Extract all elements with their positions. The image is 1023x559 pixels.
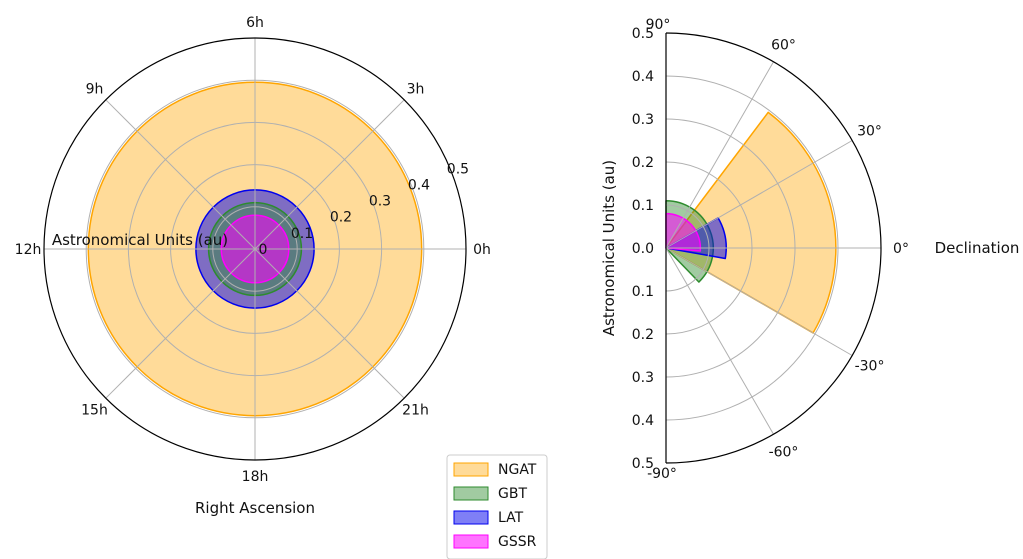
dec-axis-label: Declination	[935, 239, 1020, 257]
dec-sector-ngat	[665, 111, 837, 334]
dec-radial-tick: 0.5	[632, 456, 654, 472]
dec-angle-tick-90: -90°	[647, 466, 677, 482]
ra-angle-tick-3h: 3h	[407, 81, 425, 97]
dec-angle-tick-30: -30°	[855, 359, 885, 375]
dec-angle-tick-60: -60°	[769, 445, 799, 461]
legend-label-gssr: GSSR	[498, 534, 537, 550]
dec-radial-axis-label: Astronomical Units (au)	[600, 160, 618, 336]
ra-radial-axis-label: Astronomical Units (au)	[52, 231, 228, 249]
dec-angle-tick-30: 30°	[857, 124, 882, 140]
dec-outer-arc	[665, 32, 882, 464]
dec-grid-spoke	[665, 247, 774, 435]
ra-radial-tick: 0.1	[291, 226, 313, 242]
dec-radial-tick: 0.4	[632, 413, 654, 429]
legend-label-gbt: GBT	[498, 486, 527, 502]
dec-radial-tick: 0.4	[632, 69, 654, 85]
ra-grid-spoke	[105, 248, 256, 399]
ra-radial-tick: 0.3	[369, 194, 391, 210]
ra-radial-tick: 0.2	[330, 210, 352, 226]
ra-axis-label: Right Ascension	[195, 499, 315, 517]
dec-radial-tick: 0.1	[632, 284, 654, 300]
ra-grid-spoke	[105, 99, 256, 250]
legend-swatch-lat	[453, 510, 489, 525]
legend-label-ngat: NGAT	[498, 462, 537, 478]
dec-grid-spoke	[665, 61, 774, 249]
dec-radial-tick: 0.2	[632, 155, 654, 171]
ra-angle-tick-9h: 9h	[86, 81, 104, 97]
dec-radial-tick: 0.5	[632, 26, 654, 42]
legend-swatch-gssr	[453, 534, 489, 549]
ra-angle-tick-0h: 0h	[473, 242, 491, 258]
ra-polar-chart: 0h 3h 6h 9h 12h 15h 18h 21h 0 0.1 0.2 0.3 0.4 0.5 Ri…	[15, 15, 491, 517]
ra-radial-tick: 0	[259, 242, 268, 258]
dec-polar-chart: 90° 60° 30° 0° -30° -60° -90° 0.5 0.4 0.3 0.2 0.1 0…	[600, 17, 1019, 482]
dec-radial-tick: 0.0	[632, 241, 654, 257]
ra-grid-spoke	[254, 248, 405, 399]
ra-angle-tick-15h: 15h	[81, 403, 108, 419]
dec-grid-spoke	[665, 140, 853, 249]
ra-radial-tick: 0.4	[408, 177, 430, 193]
ra-angle-tick-21h: 21h	[402, 403, 429, 419]
dec-angle-tick-0: 0°	[893, 241, 909, 257]
legend-swatch-gbt	[453, 486, 489, 501]
dec-angle-tick-90: 90°	[646, 17, 671, 33]
dec-radial-tick: 0.2	[632, 327, 654, 343]
dec-radial-tick: 0.3	[632, 112, 654, 128]
dec-angle-tick-60: 60°	[771, 37, 796, 53]
ra-angle-tick-12h: 12h	[15, 242, 42, 258]
ra-angle-tick-18h: 18h	[242, 469, 269, 485]
ra-outer-frame	[43, 37, 467, 461]
legend-swatch-ngat	[453, 462, 489, 477]
legend: NGAT GBT LAT GSSR	[446, 454, 548, 559]
ra-angle-tick-6h: 6h	[246, 15, 264, 31]
ra-grid-spoke	[254, 99, 405, 250]
dec-radial-tick: 0.3	[632, 370, 654, 386]
legend-frame	[446, 454, 548, 559]
ra-radial-tick: 0.5	[447, 161, 469, 177]
dec-radial-tick: 0.1	[632, 198, 654, 214]
legend-label-lat: LAT	[498, 510, 524, 526]
dec-grid-spoke	[665, 247, 853, 356]
